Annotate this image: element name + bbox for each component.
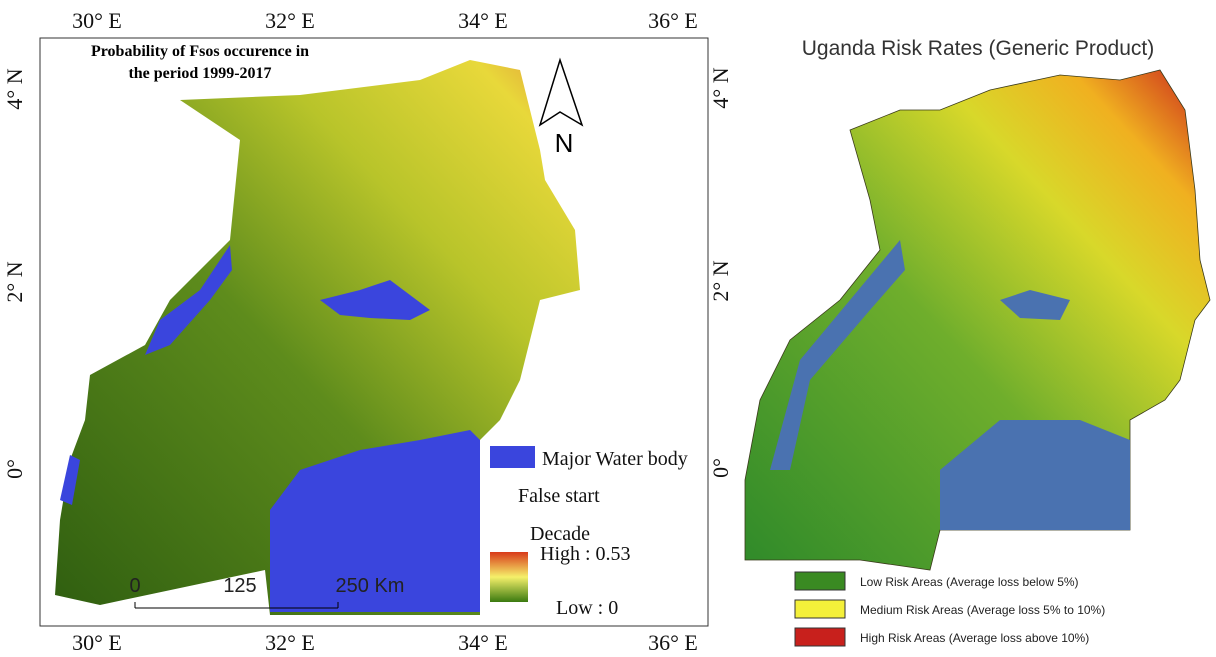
lat-label: 4° N — [2, 68, 27, 109]
legend-swatch — [794, 571, 846, 591]
lat-label: 4° N — [708, 67, 733, 108]
north-label: N — [555, 128, 574, 158]
legend-swatch — [490, 446, 535, 468]
lake-kyoga — [1000, 290, 1070, 320]
map-title: Uganda Risk Rates (Generic Product) — [802, 37, 1154, 60]
legend-label: Medium Risk Areas (Average loss 5% to 10… — [860, 603, 1105, 617]
lat-label: 2° N — [708, 260, 733, 301]
legend-label: Low : 0 — [556, 597, 618, 619]
lake-edward — [60, 455, 80, 505]
map-title: the period 1999-2017 — [128, 65, 271, 82]
legend-label: False start — [518, 485, 600, 507]
lon-label: 36° E — [648, 630, 698, 655]
lon-label: 32° E — [265, 8, 315, 33]
legend-label: Decade — [530, 523, 590, 545]
lake-victoria — [940, 420, 1130, 530]
map-title: Probability of Fsos occurence in — [91, 43, 309, 60]
legend-swatch — [794, 599, 846, 619]
legend-swatch — [794, 627, 846, 647]
lake-albert — [770, 240, 905, 470]
lon-label: 34° E — [458, 630, 508, 655]
lat-label: 0° — [708, 458, 733, 478]
legend-ramp — [490, 552, 528, 602]
lon-label: 36° E — [648, 8, 698, 33]
lon-label: 30° E — [72, 630, 122, 655]
legend-label: Major Water body — [542, 448, 688, 470]
scale-label: 0 — [129, 575, 140, 597]
lon-label: 34° E — [458, 8, 508, 33]
lon-label: 30° E — [72, 8, 122, 33]
lake-victoria — [270, 430, 480, 612]
lat-label: 0° — [2, 459, 27, 479]
north-arrow — [538, 57, 584, 127]
scale-label: 250 Km — [336, 575, 405, 597]
legend-label: Low Risk Areas (Average loss below 5%) — [860, 575, 1079, 589]
legend-label: High Risk Areas (Average loss above 10%) — [860, 631, 1089, 645]
lake-albert — [145, 245, 232, 355]
lake-kyoga — [320, 280, 430, 320]
legend-label: High : 0.53 — [540, 543, 631, 565]
lat-label: 2° N — [2, 261, 27, 302]
lon-label: 32° E — [265, 630, 315, 655]
scale-label: 125 — [223, 575, 256, 597]
